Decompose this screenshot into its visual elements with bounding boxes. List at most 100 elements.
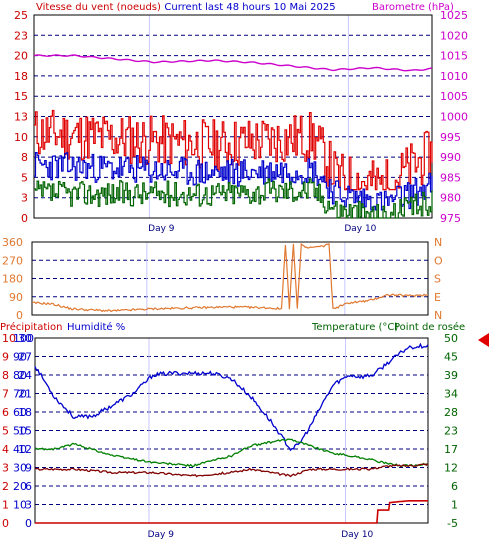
dewscale-tick-label: 27 [18, 351, 32, 364]
wind-tick-label: 0 [21, 212, 28, 225]
wind-tick-label: 13 [14, 111, 28, 124]
wind-tick-label: 5 [21, 171, 28, 184]
precip-tick-label: 7 [2, 388, 9, 401]
temperature-tick-label: 23 [444, 425, 458, 438]
temperature-tick-label: 28 [444, 406, 458, 419]
baro-tick-label: 975 [440, 212, 461, 225]
temp-humidity-panel: 0123456789101020304050607080901000369121… [2, 332, 458, 540]
barometre-title: Barometre (hPa) [372, 2, 454, 13]
temperature-tick-label: 34 [444, 388, 458, 401]
humidity-title: Humidité % [67, 321, 125, 333]
humidity-tick-label: 80 [13, 369, 27, 382]
dew-point-title: Point de rosée [394, 321, 465, 333]
precip-tick-label: 5 [2, 425, 9, 438]
wind-speed-title: Vitesse du vent (noeuds) [36, 2, 161, 13]
baro-tick-label: 1005 [440, 90, 468, 103]
temperature-title: Temperature (°C) [311, 322, 398, 333]
precip-tick-label: 0 [2, 517, 9, 530]
wind-tick-label: 23 [14, 29, 28, 42]
wind-tick-label: 20 [14, 50, 28, 63]
precip-tick-label: 3 [2, 462, 9, 475]
temperature-tick-label: 1 [451, 499, 458, 512]
wind-tick-label: 3 [21, 192, 28, 205]
dewscale-tick-label: 21 [18, 388, 32, 401]
humidity-tick-label: 50 [13, 425, 27, 438]
barometre-line [33, 54, 433, 72]
humidity-line [34, 342, 429, 452]
precip-tick-label: 2 [2, 480, 9, 493]
humidity-tick-label: 90 [13, 351, 27, 364]
dewscale-tick-label: 30 [18, 332, 32, 345]
baro-tick-label: 995 [440, 131, 461, 144]
humidity-tick-label: 10 [13, 499, 27, 512]
precip-tick-label: 10 [2, 332, 16, 345]
wind-tick-label: 8 [21, 151, 28, 164]
baro-tick-label: 1020 [440, 29, 468, 42]
panel3-header: Précipitation Humidité % Temperature (°C… [0, 321, 465, 333]
temperature-tick-label: 39 [444, 369, 458, 382]
temperature-tick-label: 45 [444, 351, 458, 364]
dewscale-tick-label: 0 [25, 517, 32, 530]
wind-tick-label: 25 [14, 9, 28, 22]
wind-tick-label: 10 [14, 131, 28, 144]
dewscale-tick-label: 12 [18, 443, 32, 456]
direction-tick-label: 270 [2, 254, 23, 267]
dewscale-tick-label: 18 [18, 406, 32, 419]
temperature-line [34, 438, 429, 468]
humidity-tick-label: 100 [13, 332, 34, 345]
wind-tick-label: 15 [14, 90, 28, 103]
wind-series-line [34, 152, 433, 211]
wind-series-line [34, 109, 433, 191]
direction-tick-label: 180 [2, 273, 23, 286]
x-tick-label: Day 9 [148, 530, 175, 540]
temperature-tick-label: 17 [444, 443, 458, 456]
baro-tick-label: 985 [440, 171, 461, 184]
compass-label: O [434, 254, 443, 267]
dewscale-tick-label: 24 [18, 369, 32, 382]
wind-series-line [34, 178, 433, 219]
wind-tick-label: 18 [14, 70, 28, 83]
x-tick-label: Day 9 [148, 224, 175, 234]
precip-tick-label: 9 [2, 351, 9, 364]
precip-tick-label: 6 [2, 406, 9, 419]
baro-tick-label: 1000 [440, 111, 468, 124]
humidity-tick-label: 70 [13, 388, 27, 401]
temperature-tick-label: 12 [444, 462, 458, 475]
panel1-header: Vitesse du vent (noeuds) Current last 48… [36, 2, 454, 13]
humidity-tick-label: 20 [13, 480, 27, 493]
direction-tick-label: 360 [2, 236, 23, 249]
wind-baro-panel: 0 3 5 8 10 13 15 18 20 23 25 975 980 985 990 995 1000 100… [14, 9, 468, 234]
compass-label: S [434, 273, 441, 286]
x-tick-label: Day 10 [341, 530, 373, 540]
baro-tick-label: 1025 [440, 9, 468, 22]
dew-point-line [34, 463, 429, 478]
baro-tick-label: 1015 [440, 50, 468, 63]
compass-label: N [434, 236, 442, 249]
humidity-tick-label: 40 [13, 443, 27, 456]
dewscale-tick-label: 6 [25, 480, 32, 493]
precipitation-title: Précipitation [0, 321, 63, 333]
dewscale-tick-label: 3 [25, 499, 32, 512]
compass-label: N [434, 309, 442, 322]
humidity-tick-label: 30 [13, 462, 27, 475]
baro-tick-label: 1010 [440, 70, 468, 83]
dewscale-tick-label: 15 [18, 425, 32, 438]
panel2-frame [31, 241, 429, 316]
humidity-tick-label: 60 [13, 406, 27, 419]
direction-tick-label: 0 [16, 309, 23, 322]
dewscale-tick-label: 9 [25, 462, 32, 475]
compass-label: E [434, 291, 441, 304]
baro-tick-label: 980 [440, 192, 461, 205]
precip-tick-label: 8 [2, 369, 9, 382]
chart-center-title: Current last 48 hours 10 Mai 2025 [164, 2, 335, 13]
temperature-tick-label: -5 [447, 517, 458, 530]
x-tick-label: Day 10 [344, 224, 376, 234]
temperature-pointer-icon [478, 333, 489, 347]
panel1-frame [33, 14, 433, 219]
temperature-tick-label: 50 [444, 332, 458, 345]
wind-direction-line [31, 242, 429, 313]
precip-tick-label: 4 [2, 443, 9, 456]
temperature-tick-label: 6 [451, 480, 458, 493]
